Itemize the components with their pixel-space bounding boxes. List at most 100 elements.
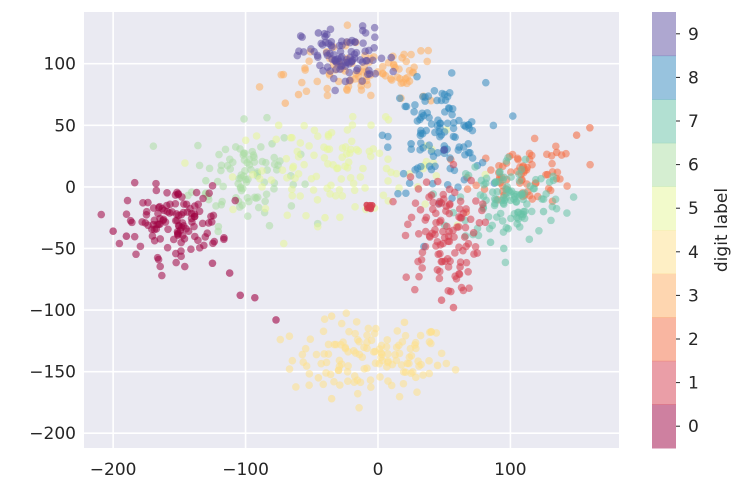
data-point-digit-5: [356, 173, 365, 181]
data-point-digit-5: [300, 160, 308, 169]
data-point-digit-0: [225, 269, 234, 277]
data-point-digit-8: [399, 169, 408, 178]
data-point-digit-5: [296, 139, 305, 147]
data-point-digit-9: [369, 56, 377, 65]
data-point-digit-4: [384, 350, 392, 358]
data-point-digit-1: [433, 177, 442, 186]
data-point-digit-5: [282, 154, 291, 163]
data-point-digit-8: [407, 145, 416, 154]
colorbar-tick-label: 5: [688, 199, 699, 219]
data-point-digit-2: [530, 134, 539, 143]
data-point-digit-8: [468, 154, 477, 162]
data-point-digit-1: [446, 200, 454, 208]
data-point-digit-4: [384, 377, 392, 385]
data-point-digit-1: [421, 216, 430, 224]
data-point-digit-4: [344, 348, 352, 356]
data-point-digit-0: [272, 316, 280, 324]
data-point-digit-7: [482, 179, 490, 187]
data-point-digit-8: [481, 78, 490, 87]
data-point-digit-5: [229, 205, 237, 214]
data-point-digit-4: [330, 340, 339, 349]
data-point-digit-4: [351, 329, 359, 338]
data-point-digit-0: [178, 219, 187, 227]
data-point-digit-0: [176, 226, 185, 235]
data-point-digit-0: [210, 237, 219, 246]
data-point-digit-8: [410, 108, 418, 116]
data-point-digit-1: [456, 263, 464, 271]
data-point-digit-4: [343, 377, 352, 385]
data-point-digit-1: [416, 206, 425, 214]
x-tick-label: 0: [373, 460, 384, 480]
data-point-digit-1: [466, 215, 475, 224]
data-point-digit-0: [205, 189, 213, 198]
data-point-digit-4: [399, 379, 408, 388]
data-point-digit-3: [417, 46, 425, 55]
data-point-digit-4: [353, 335, 362, 344]
data-point-digit-1: [421, 242, 430, 251]
data-point-digit-1: [434, 250, 443, 259]
data-point-digit-0: [195, 244, 204, 252]
data-point-digit-4: [363, 364, 371, 372]
data-point-digit-6: [261, 197, 269, 206]
data-point-digit-1: [441, 257, 449, 265]
data-point-digit-8: [429, 152, 438, 161]
data-point-digit-6: [243, 193, 252, 202]
data-point-digit-9: [328, 43, 336, 51]
data-point-digit-9: [377, 54, 386, 63]
data-point-digit-5: [336, 213, 344, 222]
data-point-digit-0: [139, 199, 147, 207]
data-point-digit-3: [298, 78, 306, 87]
data-point-digit-8: [413, 72, 421, 81]
data-point-digit-8: [384, 132, 392, 141]
data-point-digit-6: [225, 155, 234, 164]
data-point-digit-1: [428, 205, 437, 214]
data-point-digit-4: [405, 359, 413, 368]
data-point-digit-5: [346, 149, 354, 157]
data-point-digit-4: [384, 358, 392, 367]
data-point-digit-8: [416, 131, 425, 140]
data-point-digit-2: [586, 123, 594, 132]
data-point-digit-5: [241, 136, 250, 145]
data-point-digit-9: [440, 146, 448, 154]
data-point-digit-0: [158, 271, 166, 280]
data-point-digit-9: [361, 29, 370, 37]
data-point-digit-7: [545, 178, 554, 186]
data-point-digit-4: [322, 369, 330, 377]
data-point-digit-7: [521, 155, 530, 164]
data-point-digit-5: [343, 126, 352, 134]
data-point-digit-0: [187, 245, 195, 253]
data-point-digit-1: [432, 218, 440, 227]
data-point-digit-1: [449, 303, 458, 312]
data-point-digit-8: [509, 112, 517, 120]
data-point-digit-9: [352, 48, 361, 57]
data-point-digit-4: [285, 365, 294, 373]
data-point-digit-2: [556, 175, 564, 183]
data-point-digit-8: [460, 121, 468, 130]
data-point-digit-0: [141, 219, 150, 227]
data-point-digit-6: [243, 212, 252, 220]
colorbar-tick-labels: 0 1 2 3 4 5 6 7 8 9: [676, 25, 699, 437]
y-tick-label: −50: [40, 239, 76, 259]
data-point-digit-5: [361, 184, 369, 192]
data-point-digit-4: [322, 358, 331, 367]
y-tick-label: 0: [65, 178, 76, 198]
data-point-digit-5: [350, 186, 359, 195]
data-point-digit-4: [425, 357, 433, 365]
data-point-digit-4: [342, 309, 351, 317]
data-point-digit-5: [255, 174, 264, 183]
y-tick-label: 50: [54, 116, 76, 136]
data-point-digit-0: [153, 253, 162, 262]
data-point-digit-4: [319, 380, 328, 389]
data-point-digit-2: [572, 131, 581, 139]
data-point-digit-6: [221, 145, 230, 154]
data-point-digit-7: [518, 190, 526, 198]
data-point-digit-4: [363, 344, 371, 353]
data-point-digit-5: [258, 167, 266, 175]
data-point-digit-1: [481, 218, 490, 227]
data-point-digit-0: [251, 293, 259, 302]
data-point-digit-5: [352, 145, 361, 154]
data-point-digit-1: [465, 284, 473, 293]
data-point-digit-8: [447, 69, 456, 77]
data-point-digit-4: [306, 335, 315, 344]
data-point-digit-1: [404, 220, 412, 229]
